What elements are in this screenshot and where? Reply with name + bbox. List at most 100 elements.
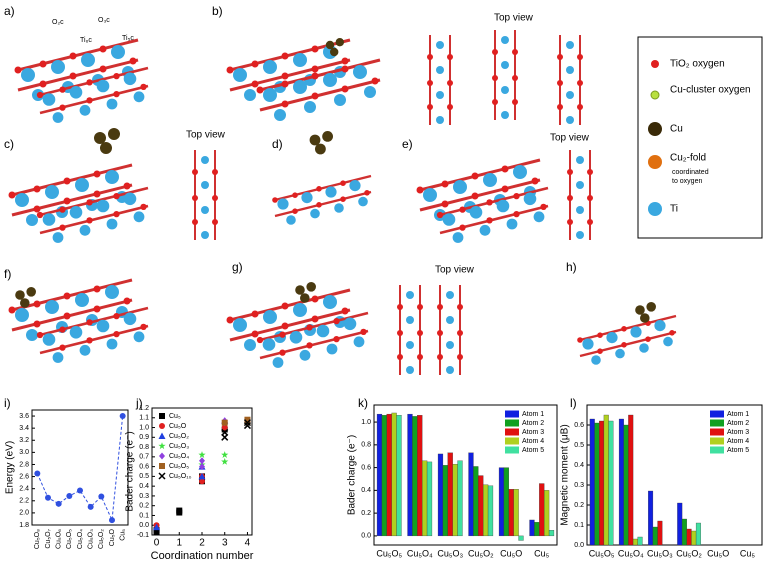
y-tick-label: 0.4: [574, 462, 584, 469]
plot-frame: [31, 409, 129, 526]
y-tick-label: 3.6: [19, 413, 29, 420]
bar: [478, 475, 484, 537]
x-tick-label: Cu₅O₄: [618, 548, 644, 558]
bar: [498, 467, 505, 537]
bar: [437, 453, 444, 537]
bar: [681, 518, 687, 546]
bar: [652, 526, 658, 546]
point: [109, 517, 115, 524]
panel-label: b): [212, 4, 223, 18]
bar: [407, 413, 413, 537]
x-tick-label: Cu₅O₄: [77, 529, 84, 549]
y-tick-label: 1.2: [139, 405, 149, 412]
y-tick-label: 3.0: [19, 449, 29, 456]
legend-swatch: [505, 410, 519, 418]
bar: [483, 484, 489, 537]
point: [221, 457, 229, 465]
x-tick-label: Cu₅O₂: [98, 529, 105, 549]
plot-frame: [373, 404, 558, 546]
y-axis-label: Bader charge (e⁻): [125, 431, 136, 511]
point: [77, 487, 83, 494]
legend-label: Atom 2: [522, 420, 544, 427]
x-tick-label: Cu₅O₇: [45, 528, 52, 548]
y-tick-label: 0.5: [574, 442, 584, 449]
point: [243, 419, 251, 427]
bar: [412, 416, 418, 537]
legend-label: Atom 5: [727, 447, 749, 454]
y-tick-label: 0.2: [574, 502, 584, 509]
x-tick-label: Cu₅: [740, 548, 756, 558]
legend-label: Atom 1: [522, 411, 544, 418]
legend-item: Cu-cluster oxygen: [670, 85, 751, 96]
plot-frame: [586, 404, 763, 546]
bar: [503, 467, 509, 537]
site-label: Ti₅c: [122, 35, 134, 42]
legend-marker: [158, 442, 166, 450]
point: [198, 472, 206, 480]
x-tick-label: Cu₅O₈: [34, 529, 41, 549]
bar: [457, 460, 463, 537]
point: [153, 523, 161, 531]
legend-label: Cu₅: [169, 413, 181, 420]
x-tick-label: Cu₅O₂: [676, 548, 702, 558]
panel-label: l): [570, 396, 577, 410]
bar: [603, 414, 609, 546]
bar: [442, 465, 448, 537]
x-tick-label: Cu₅O₂: [468, 548, 494, 558]
y-tick-label: 1.8: [19, 522, 29, 529]
legend-label: Atom 4: [727, 438, 749, 445]
panel-label: a): [4, 4, 15, 18]
bar: [529, 519, 535, 537]
bar: [386, 413, 392, 537]
plot-frame: [151, 407, 253, 536]
legend-marker: [159, 413, 165, 419]
legend-item: Cu₂-fold: [670, 153, 706, 164]
legend-box: [637, 36, 763, 239]
top-view: Top view: [550, 133, 590, 144]
bar: [608, 420, 614, 546]
point: [176, 507, 183, 514]
x-tick-label: Cu₅: [120, 529, 127, 541]
bar: [623, 424, 629, 546]
x-tick-label: 4: [245, 538, 251, 549]
bar: [396, 415, 402, 537]
legend-swatch: [710, 410, 724, 418]
bar: [487, 485, 494, 537]
y-tick-label: 0.0: [361, 533, 371, 540]
y-tick-label: 2.6: [19, 473, 29, 480]
x-tick-label: Cu₅O₅: [66, 529, 73, 549]
bar: [548, 530, 555, 537]
y-tick-label: 0.8: [139, 444, 149, 451]
point: [66, 492, 73, 499]
legend-label: Cu₅O₃: [169, 443, 189, 450]
point: [199, 457, 205, 465]
legend-label: Atom 3: [522, 429, 544, 436]
legend-marker: [159, 423, 165, 429]
y-tick-label: 0.0: [574, 542, 584, 549]
bar: [452, 464, 458, 537]
legend-note: to oxygen: [672, 178, 702, 185]
y-axis-label: Energy (eV): [5, 441, 16, 494]
site-label: Ti₆c: [80, 37, 92, 44]
panel-label: i): [4, 396, 11, 410]
y-tick-label: 0.8: [361, 442, 371, 449]
bar: [447, 452, 453, 537]
bar: [628, 414, 634, 546]
y-tick-label: 0.6: [574, 422, 584, 429]
legend-item: Cu: [670, 124, 683, 135]
point: [199, 463, 205, 471]
point: [45, 494, 51, 501]
y-tick-label: 2.2: [19, 498, 29, 505]
y-tick-label: 0.6: [361, 464, 371, 471]
panel-label: f): [4, 267, 11, 281]
bar: [417, 415, 423, 537]
x-tick-label: 1: [176, 538, 182, 549]
x-tick-label: Cu₅O₅: [589, 548, 615, 558]
legend-marker: [159, 452, 165, 460]
site-label: O₃c: [98, 17, 110, 24]
bar: [599, 420, 605, 546]
y-tick-label: 0.3: [139, 493, 149, 500]
top-view: Top view: [435, 265, 475, 276]
legend-label: Cu₅O₅: [169, 463, 189, 470]
